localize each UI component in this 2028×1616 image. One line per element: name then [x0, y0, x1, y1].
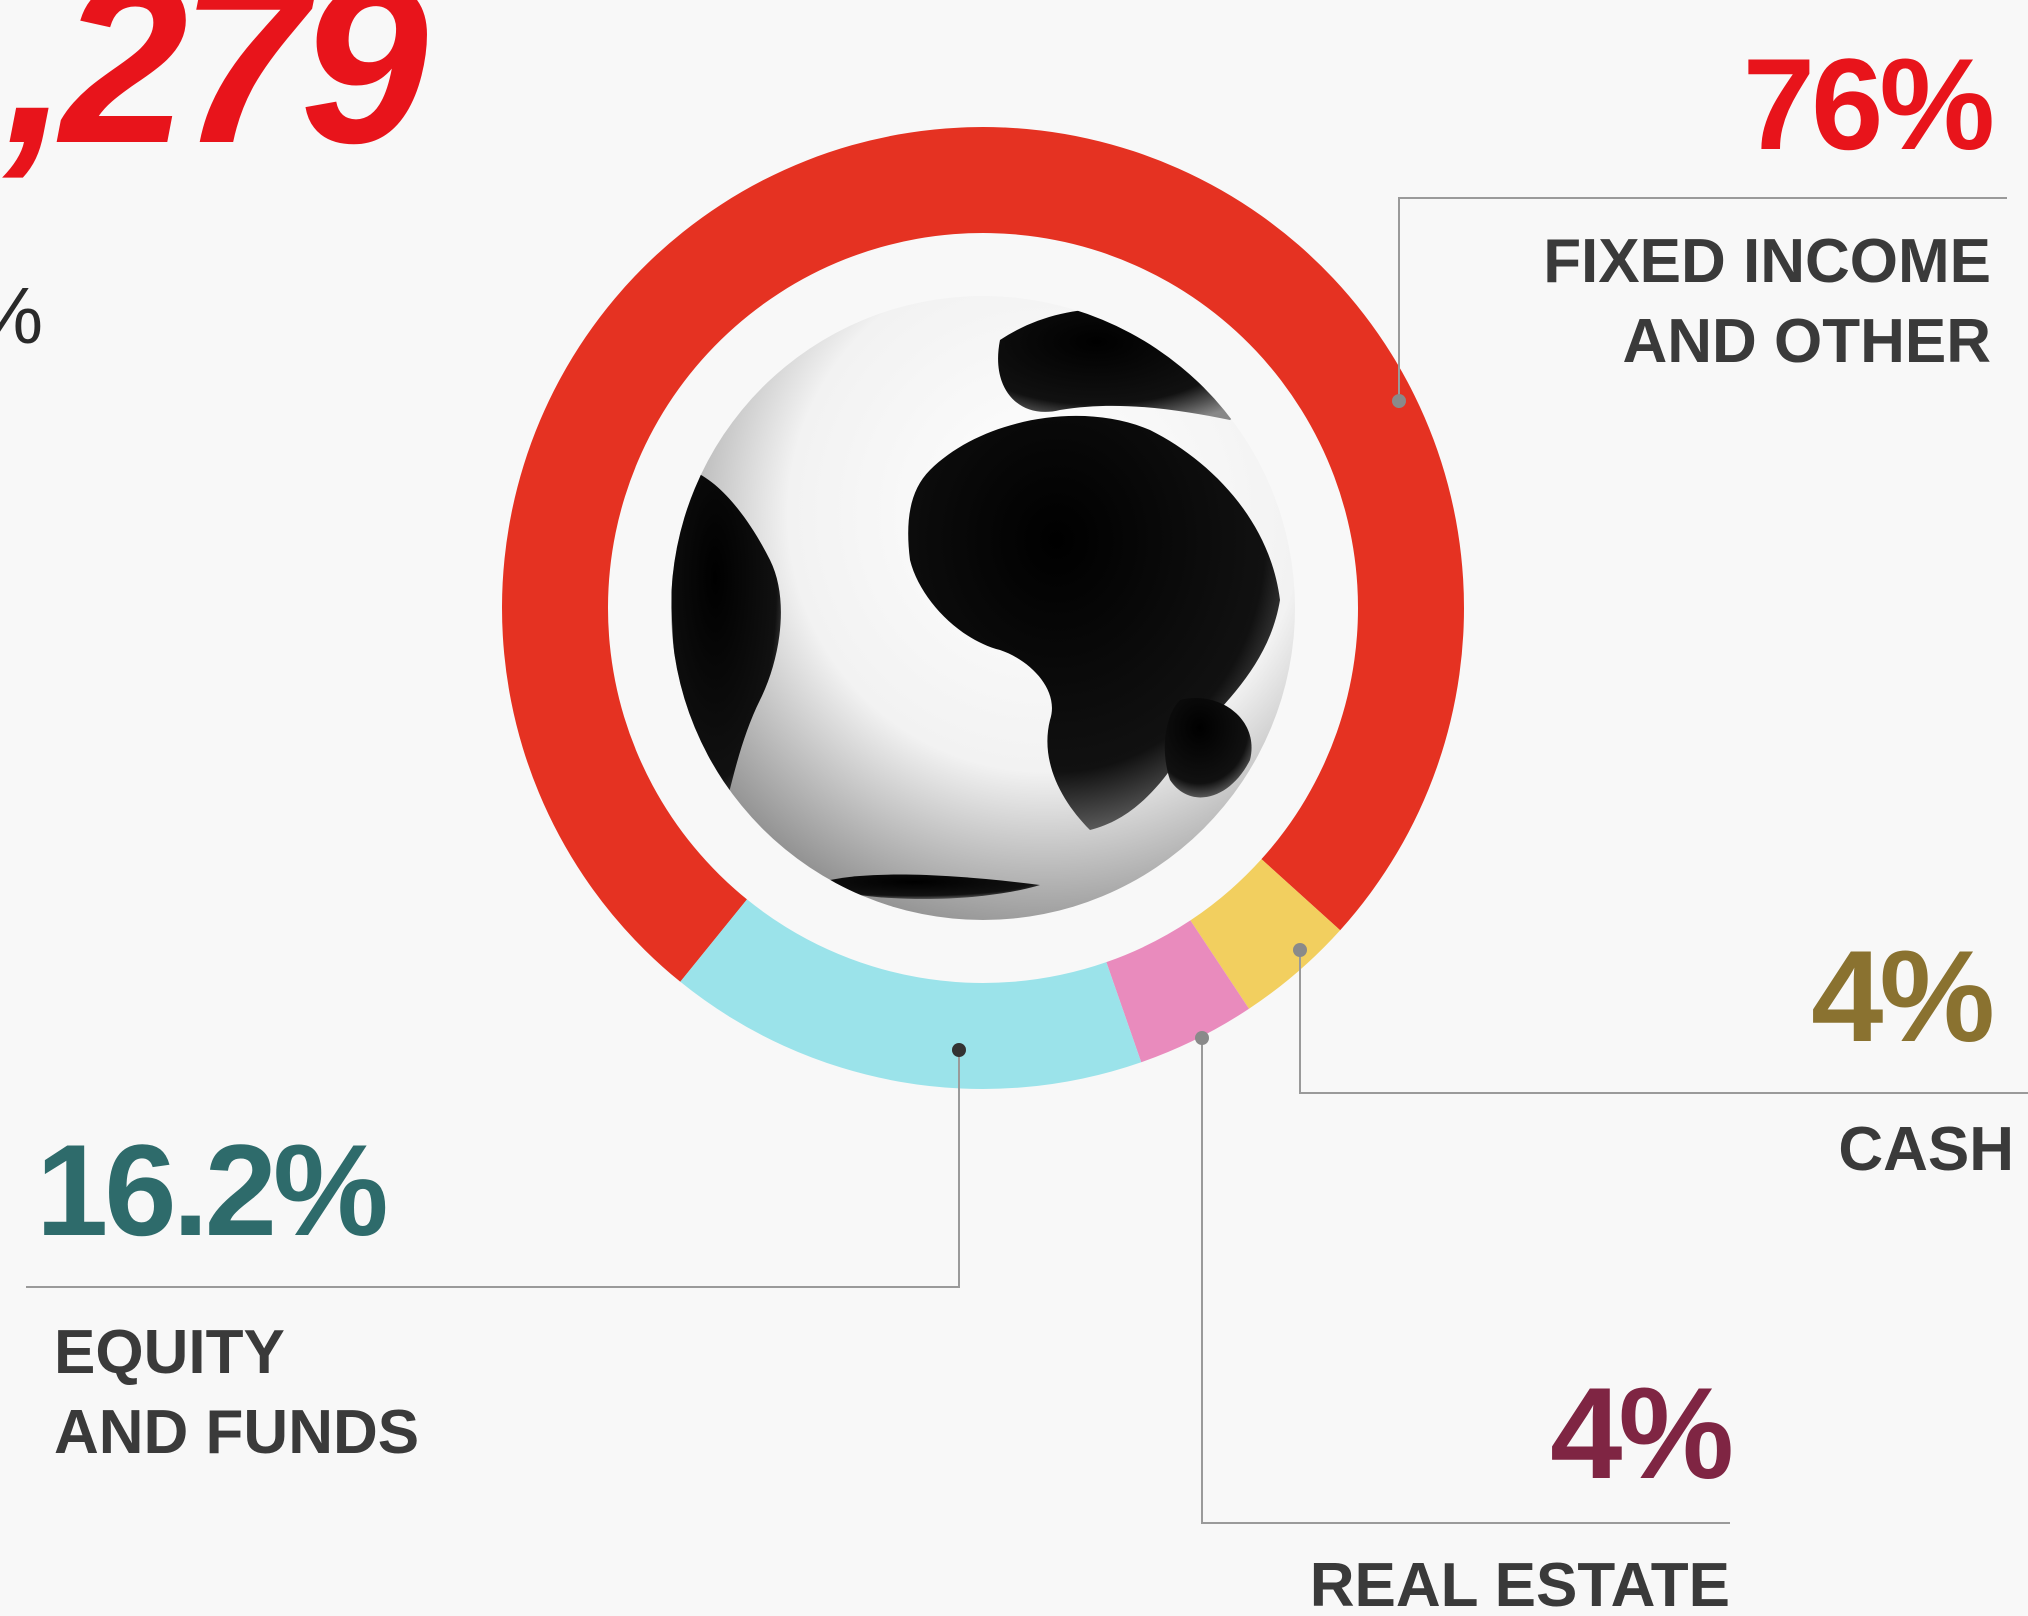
callout-line: [1398, 197, 2007, 401]
donut-slice: [680, 899, 1142, 1090]
callout-dot: [1195, 1031, 1209, 1045]
category-label: REAL ESTATE: [1310, 1551, 1730, 1616]
callout-line: [26, 1050, 960, 1288]
value-label: 4%: [1811, 923, 1992, 1069]
category-label: CASH: [1838, 1115, 2014, 1184]
donut-slice: [502, 126, 1465, 982]
value-label: 76%: [1743, 31, 1993, 177]
value-label: 16.2%: [36, 1117, 386, 1263]
category-label: EQUITY: [54, 1318, 285, 1387]
callout-dot: [952, 1043, 966, 1057]
callout-line: [1201, 1038, 1730, 1524]
category-label: FIXED INCOME: [1543, 227, 1991, 296]
callout-dot: [1293, 943, 1307, 957]
donut-slice: [1106, 920, 1250, 1063]
category-label: AND OTHER: [1622, 307, 1991, 376]
globe: [671, 296, 1295, 920]
callout-dot: [1392, 394, 1406, 408]
donut-slice: [1190, 859, 1341, 1009]
headline: ,279: [1, 0, 427, 191]
value-label: 4%: [1550, 1360, 1731, 1506]
callout-line: [1299, 950, 2028, 1094]
category-label: AND FUNDS: [54, 1398, 419, 1467]
headline-suffix: %: [0, 271, 43, 360]
